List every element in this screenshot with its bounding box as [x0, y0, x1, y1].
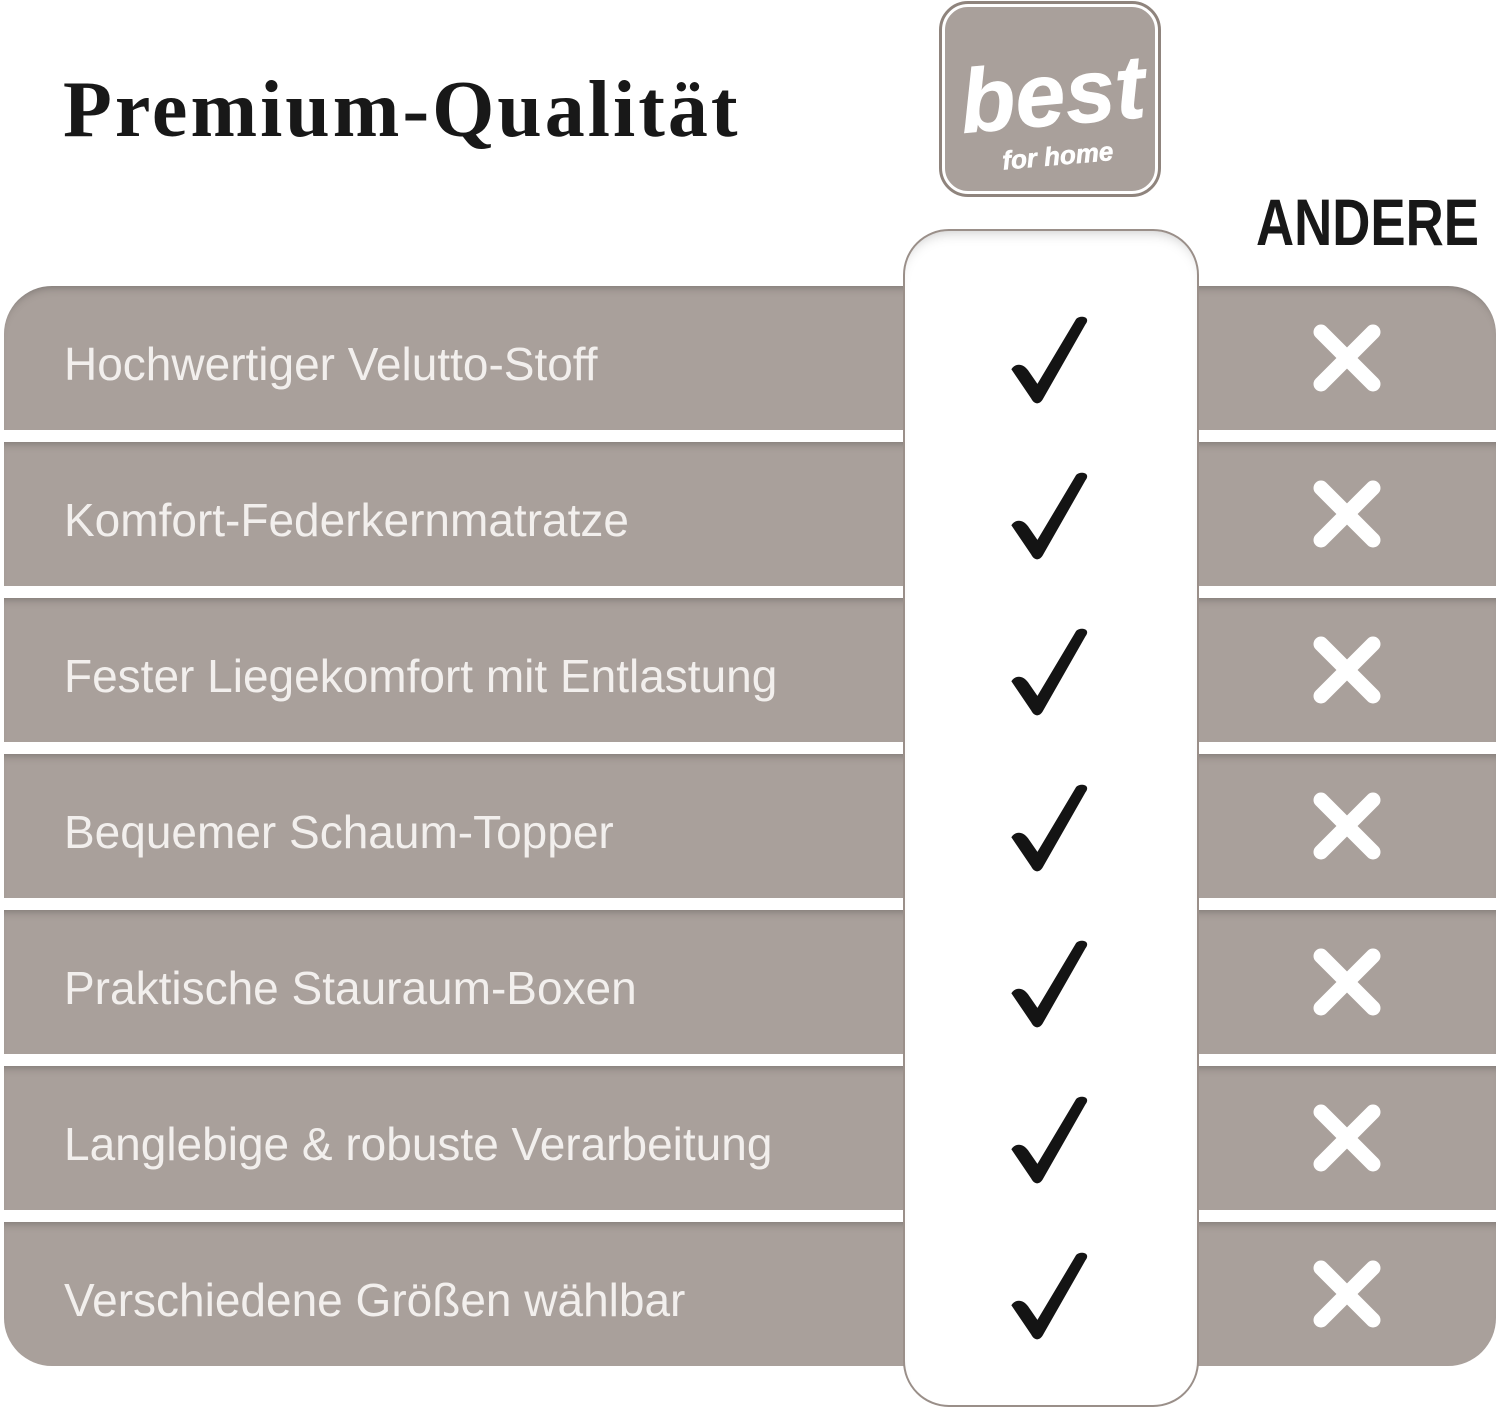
svg-text:best: best	[956, 37, 1153, 153]
